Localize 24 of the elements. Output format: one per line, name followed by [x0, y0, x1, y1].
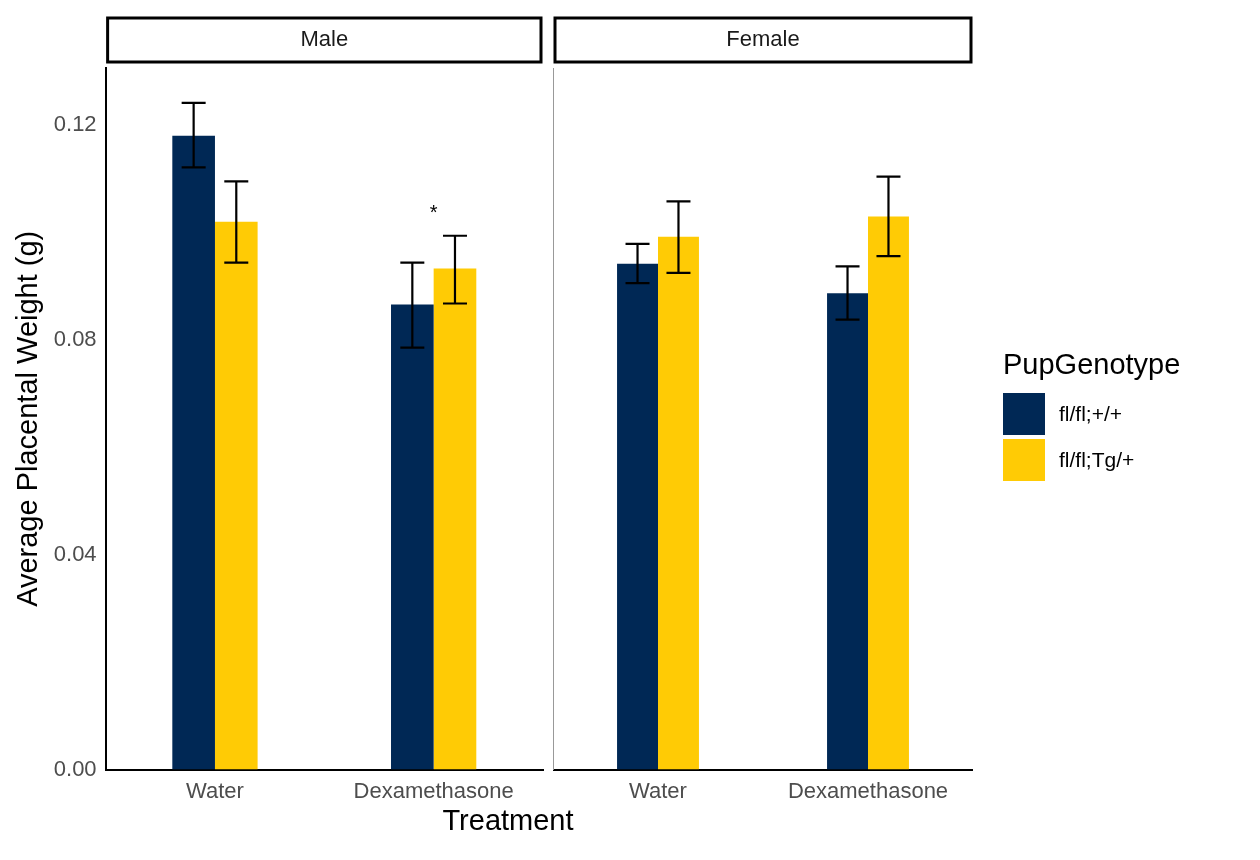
- legend-label: fl/fl;Tg/+: [1059, 448, 1135, 472]
- y-tick-label: 0.08: [53, 325, 97, 351]
- bar: [827, 293, 868, 770]
- x-tick-label: Dexamethasone: [787, 777, 949, 803]
- bar: [658, 236, 699, 770]
- annotation: *: [429, 201, 438, 224]
- bar: [391, 304, 434, 770]
- chart-title: Female: [726, 26, 800, 52]
- x-axis-title: Treatment: [441, 804, 575, 837]
- bar: [214, 221, 258, 770]
- bar: [617, 263, 658, 770]
- bar: [433, 268, 477, 770]
- x-tick-label: Dexamethasone: [353, 777, 514, 803]
- x-tick-label: Water: [629, 777, 687, 803]
- bar: [868, 216, 909, 770]
- y-tick-label: 0.00: [53, 755, 97, 781]
- legend-label: fl/fl;+/+: [1059, 402, 1123, 426]
- x-tick-label: Water: [186, 777, 244, 803]
- legend-title: PupGenotype: [1003, 348, 1181, 381]
- y-tick-label: 0.04: [53, 540, 97, 566]
- y-tick-label: 0.12: [53, 110, 97, 136]
- chart-title: Male: [300, 26, 349, 52]
- bar: [172, 135, 215, 770]
- y-axis-title: Average Placental Weight (g): [11, 230, 44, 607]
